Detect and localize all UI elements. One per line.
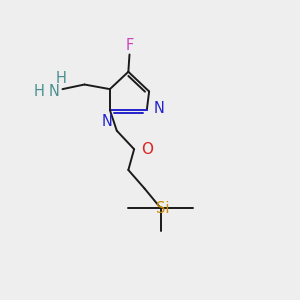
Text: O: O <box>142 142 154 157</box>
Text: F: F <box>125 38 134 53</box>
Text: N: N <box>154 101 165 116</box>
Text: N: N <box>102 114 113 129</box>
Text: H: H <box>56 71 67 86</box>
Text: Si: Si <box>156 201 170 216</box>
Text: H: H <box>34 84 45 99</box>
Text: N: N <box>48 84 59 99</box>
